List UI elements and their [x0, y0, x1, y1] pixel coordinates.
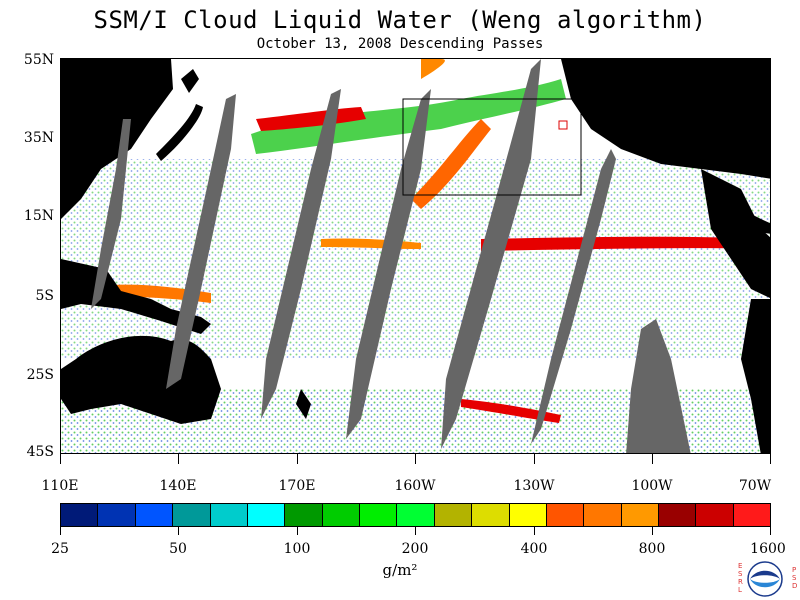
- colorbar-swatch: [546, 504, 585, 526]
- colorbar-swatch: [135, 504, 174, 526]
- colorbar-tick: [297, 527, 298, 535]
- colorbar-swatch: [397, 504, 435, 526]
- lat-label-55n: 55N: [23, 52, 54, 68]
- colorbar-label-400: 400: [520, 541, 548, 557]
- colorbar-swatch: [696, 504, 734, 526]
- logo-right-letters: PSD: [792, 566, 800, 590]
- colorbar-label-200: 200: [401, 541, 429, 557]
- colorbar-label-100: 100: [283, 541, 311, 557]
- colorbar-tick: [534, 527, 535, 535]
- lon-label-160w: 160W: [394, 478, 436, 494]
- colorbar-label-50: 50: [169, 541, 187, 557]
- lon-label-110e: 110E: [41, 478, 79, 494]
- map-panel: [60, 58, 771, 454]
- lon-tick: [770, 454, 771, 464]
- chart-subtitle: October 13, 2008 Descending Passes: [256, 36, 544, 52]
- noaa-logo: NOAA: [747, 561, 783, 597]
- lon-tick: [297, 454, 298, 464]
- colorbar-swatch: [247, 504, 286, 526]
- logo-esrl-text: ESRL: [738, 562, 743, 594]
- colorbar-swatch: [360, 504, 398, 526]
- colorbar-swatch: [621, 504, 659, 526]
- colorbar-swatch: [584, 504, 622, 526]
- colorbar-tick: [770, 527, 771, 535]
- lat-label-5s: 5S: [35, 288, 55, 304]
- colorbar-swatch: [210, 504, 248, 526]
- colorbar-swatch: [659, 504, 697, 526]
- colorbar-label-1600: 1600: [750, 541, 786, 557]
- lon-tick: [178, 454, 179, 464]
- lon-tick: [534, 454, 535, 464]
- logo-left-letters: ESRL: [738, 562, 746, 594]
- colorbar-tick: [652, 527, 653, 535]
- colorbar-swatch: [61, 504, 99, 526]
- lat-label-35n: 35N: [23, 130, 54, 146]
- land-masses: [61, 59, 770, 453]
- lon-label-70w: 70W: [738, 478, 772, 494]
- map-canvas: [61, 59, 770, 453]
- colorbar-label-25: 25: [51, 541, 69, 557]
- logo-psd-text: PSD: [792, 566, 798, 590]
- chart-title: SSM/I Cloud Liquid Water (Weng algorithm…: [93, 6, 707, 34]
- colorbar-swatch: [322, 504, 360, 526]
- colorbar-label-800: 800: [638, 541, 666, 557]
- colorbar-swatch: [509, 504, 547, 526]
- logo-noaa-text: NOAA: [756, 577, 774, 584]
- lat-label-45s: 45S: [26, 444, 54, 460]
- lon-label-130w: 130W: [513, 478, 555, 494]
- lon-tick: [60, 454, 61, 464]
- colorbar-swatch: [285, 504, 323, 526]
- colorbar-swatch: [173, 504, 211, 526]
- colorbar-tick: [415, 527, 416, 535]
- lat-label-25s: 25S: [26, 367, 54, 383]
- colorbar-tick: [60, 527, 61, 535]
- lon-label-170e: 170E: [278, 478, 316, 494]
- station-marker: [558, 120, 568, 130]
- lon-tick: [652, 454, 653, 464]
- colorbar-swatch: [98, 504, 136, 526]
- region-box: [402, 98, 582, 196]
- swath-gaps: [91, 59, 691, 453]
- colorbar-swatch: [472, 504, 510, 526]
- lon-tick: [415, 454, 416, 464]
- lon-label-100w: 100W: [631, 478, 673, 494]
- colorbar-swatch: [434, 504, 473, 526]
- colorbar: [60, 503, 771, 527]
- lon-label-140e: 140E: [159, 478, 197, 494]
- colorbar-swatch: [733, 504, 771, 526]
- units-label: g/m²: [382, 561, 418, 579]
- lat-label-15n: 15N: [23, 208, 54, 224]
- colorbar-tick: [178, 527, 179, 535]
